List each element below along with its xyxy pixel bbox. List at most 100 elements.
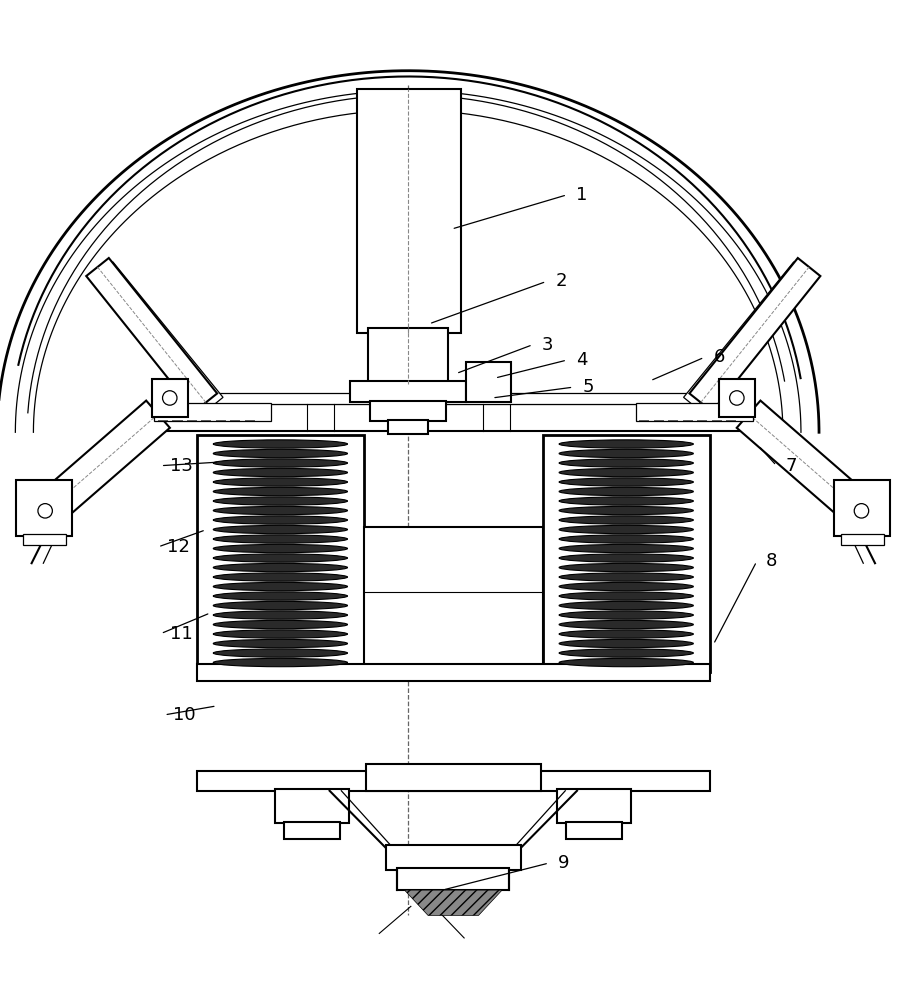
Ellipse shape bbox=[213, 658, 347, 667]
Ellipse shape bbox=[558, 554, 693, 562]
Circle shape bbox=[729, 391, 743, 405]
Text: 1: 1 bbox=[575, 186, 587, 204]
Ellipse shape bbox=[213, 440, 347, 448]
Ellipse shape bbox=[213, 563, 347, 572]
Ellipse shape bbox=[558, 459, 693, 467]
Polygon shape bbox=[35, 401, 170, 524]
Ellipse shape bbox=[558, 497, 693, 505]
Ellipse shape bbox=[213, 516, 347, 524]
Ellipse shape bbox=[558, 487, 693, 496]
Ellipse shape bbox=[558, 525, 693, 534]
Circle shape bbox=[38, 504, 52, 518]
Circle shape bbox=[853, 504, 868, 518]
Bar bbox=[275, 789, 349, 823]
Ellipse shape bbox=[558, 630, 693, 638]
Ellipse shape bbox=[558, 658, 693, 667]
Bar bbox=[718, 379, 754, 417]
Bar bbox=[365, 764, 540, 791]
Text: 4: 4 bbox=[575, 351, 587, 369]
Ellipse shape bbox=[213, 639, 347, 648]
Ellipse shape bbox=[213, 601, 347, 610]
Bar bbox=[364, 527, 542, 672]
Text: 7: 7 bbox=[785, 457, 796, 475]
Ellipse shape bbox=[213, 554, 347, 562]
Polygon shape bbox=[87, 258, 216, 412]
Text: 5: 5 bbox=[582, 378, 594, 396]
Bar bbox=[635, 403, 752, 421]
Text: 10: 10 bbox=[173, 706, 196, 724]
Ellipse shape bbox=[213, 506, 347, 515]
Bar bbox=[284, 822, 340, 839]
Bar bbox=[840, 534, 883, 545]
Ellipse shape bbox=[213, 459, 347, 467]
Ellipse shape bbox=[558, 449, 693, 458]
Ellipse shape bbox=[213, 497, 347, 505]
Bar bbox=[465, 362, 511, 402]
Ellipse shape bbox=[213, 449, 347, 458]
Text: 13: 13 bbox=[170, 457, 192, 475]
Ellipse shape bbox=[558, 468, 693, 477]
Ellipse shape bbox=[558, 601, 693, 610]
Text: 6: 6 bbox=[713, 348, 724, 366]
Bar bbox=[197, 435, 364, 672]
Text: 12: 12 bbox=[167, 538, 189, 556]
Ellipse shape bbox=[213, 649, 347, 657]
Ellipse shape bbox=[558, 592, 693, 600]
Ellipse shape bbox=[558, 582, 693, 591]
Ellipse shape bbox=[213, 525, 347, 534]
Ellipse shape bbox=[558, 516, 693, 524]
Ellipse shape bbox=[213, 468, 347, 477]
Ellipse shape bbox=[558, 649, 693, 657]
Text: 8: 8 bbox=[765, 552, 777, 570]
Bar bbox=[356, 89, 460, 333]
Ellipse shape bbox=[558, 544, 693, 553]
Ellipse shape bbox=[213, 592, 347, 600]
Polygon shape bbox=[689, 258, 819, 412]
Bar bbox=[370, 401, 446, 421]
Ellipse shape bbox=[558, 620, 693, 629]
Polygon shape bbox=[736, 401, 870, 524]
Bar bbox=[833, 480, 889, 536]
Ellipse shape bbox=[558, 611, 693, 619]
Polygon shape bbox=[404, 890, 502, 915]
Bar bbox=[180, 393, 725, 404]
Bar bbox=[197, 771, 709, 791]
Ellipse shape bbox=[213, 573, 347, 581]
Polygon shape bbox=[683, 262, 805, 408]
Bar bbox=[368, 328, 447, 384]
Ellipse shape bbox=[558, 535, 693, 543]
Bar bbox=[385, 845, 520, 870]
Ellipse shape bbox=[213, 544, 347, 553]
Circle shape bbox=[162, 391, 177, 405]
Ellipse shape bbox=[213, 487, 347, 496]
Ellipse shape bbox=[558, 506, 693, 515]
Bar bbox=[152, 379, 188, 417]
Bar bbox=[397, 868, 509, 890]
Ellipse shape bbox=[558, 563, 693, 572]
Bar bbox=[350, 381, 465, 402]
Text: 2: 2 bbox=[555, 272, 566, 290]
Bar bbox=[542, 435, 709, 672]
Bar bbox=[23, 534, 66, 545]
Bar bbox=[388, 420, 428, 434]
Ellipse shape bbox=[213, 478, 347, 486]
Ellipse shape bbox=[213, 582, 347, 591]
Ellipse shape bbox=[213, 630, 347, 638]
Bar bbox=[197, 664, 709, 681]
Bar bbox=[566, 822, 621, 839]
Text: 3: 3 bbox=[541, 336, 553, 354]
Text: 11: 11 bbox=[170, 625, 192, 643]
Ellipse shape bbox=[213, 611, 347, 619]
Ellipse shape bbox=[558, 478, 693, 486]
Bar bbox=[16, 480, 72, 536]
Ellipse shape bbox=[213, 620, 347, 629]
Ellipse shape bbox=[558, 639, 693, 648]
Ellipse shape bbox=[558, 440, 693, 448]
Polygon shape bbox=[100, 262, 223, 408]
Bar bbox=[153, 403, 271, 421]
Text: 9: 9 bbox=[557, 854, 569, 872]
Ellipse shape bbox=[558, 573, 693, 581]
Ellipse shape bbox=[213, 535, 347, 543]
Bar bbox=[557, 789, 630, 823]
Bar bbox=[152, 404, 754, 431]
